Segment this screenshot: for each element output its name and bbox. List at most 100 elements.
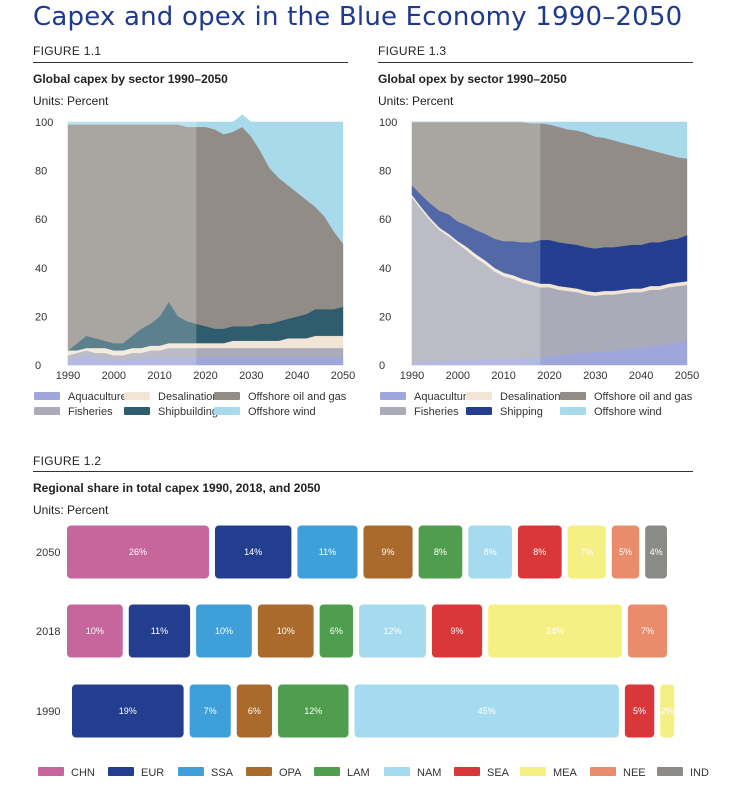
regional-bar-2050-sea [517,525,562,579]
opex-legend-swatch [560,392,586,400]
regional-bar-label: 6% [248,706,261,716]
figure-1-1-units: Units: Percent [33,94,109,108]
regional-bar-2018-eur [128,604,191,658]
region-legend-ssa: SSA [211,767,234,779]
region-legend-sea: SEA [487,767,510,779]
opex-y-tick-label: 100 [379,117,397,129]
capex-x-tick-label: 2040 [285,370,309,382]
figure-1-2-units: Units: Percent [33,503,109,517]
figure-1-2-title: Regional share in total capex 1990, 2018… [33,481,321,495]
capex-x-tick-label: 2010 [147,370,171,382]
regional-bar-label: 7% [580,547,593,557]
regional-bar-1990-mea [660,684,675,738]
figure-1-3-title: Global opex by sector 1990–2050 [378,72,567,86]
regional-bar-2050-opa [363,525,413,579]
capex-legend-offshore-oil-and-gas: Offshore oil and gas [248,391,347,403]
opex-y-tick-label: 40 [379,263,391,275]
regional-year-label: 1990 [36,706,60,718]
regional-bar-label: 8% [434,547,447,557]
opex-x-tick-label: 2020 [537,370,561,382]
regional-year-label: 2018 [36,626,60,638]
opex-legend-swatch [560,407,586,415]
figure-1-1-label: FIGURE 1.1 [33,44,102,58]
regional-bar-1990-nam [354,684,619,738]
capex-legend-swatch [124,392,150,400]
regional-bar-2050-chn [67,525,209,579]
opex-x-tick-label: 2000 [446,370,470,382]
region-legend-opa: OPA [279,767,302,779]
regional-bar-label: 5% [619,547,632,557]
capex-x-tick-label: 2020 [193,370,217,382]
opex-legend-swatch [466,392,492,400]
regional-bar-2018-ssa [196,604,252,658]
regional-bar-2018-mea [488,604,622,658]
regional-bar-2050-nam [468,525,512,579]
figure-1-2-label: FIGURE 1.2 [33,454,102,468]
opex-legend-offshore-wind: Offshore wind [594,406,662,418]
figure-1-3-rule [378,62,693,63]
opex-legend-fisheries: Fisheries [414,406,459,418]
capex-y-tick-label: 100 [35,117,53,129]
figure-1-3-label: FIGURE 1.3 [378,44,447,58]
regional-bar-2050-lam [418,525,463,579]
figure-1-1-title: Global capex by sector 1990–2050 [33,72,228,86]
capex-x-tick-label: 2030 [239,370,263,382]
opex-x-tick-label: 2030 [583,370,607,382]
capex-legend-swatch [124,407,150,415]
region-legend-swatch [178,767,204,776]
regional-bar-2018-sea [431,604,483,658]
opex-legend-shipping: Shipping [500,406,543,418]
opex-y-tick-label: 80 [379,166,391,178]
regional-bar-1990-opa [236,684,272,738]
region-legend-swatch [520,767,546,776]
regional-bar-2018-nee [627,604,667,658]
regional-bar-label: 14% [244,547,262,557]
regional-bar-label: 9% [382,547,395,557]
regional-bar-1990-lam [278,684,349,738]
capex-legend-shipbuilding: Shipbuilding [158,406,218,418]
region-legend-eur: EUR [141,767,164,779]
regional-bar-label: 12% [384,626,402,636]
regional-bar-2018-nam [359,604,426,658]
capex-legend-aquaculture: Aquaculture [68,391,127,403]
capex-x-tick-label: 2050 [331,370,355,382]
regional-bar-label: 4% [650,547,663,557]
regional-bar-2018-lam [319,604,354,658]
region-legend-swatch [657,767,683,776]
region-legend-swatch [454,767,480,776]
opex-y-tick-label: 60 [379,214,391,226]
page-title: Capex and opex in the Blue Economy 1990–… [33,2,683,32]
region-legend-swatch [38,767,64,776]
capex-legend-swatch [214,407,240,415]
regional-bar-label: 2% [661,706,674,716]
regional-bar-1990-ssa [189,684,231,738]
capex-legend-swatch [214,392,240,400]
capex-y-tick-label: 0 [35,360,41,372]
regional-bar-label: 10% [277,626,295,636]
regional-bar-label: 8% [533,547,546,557]
capex-history-overlay [68,122,197,365]
capex-x-tick-label: 2000 [102,370,126,382]
regional-bar-label: 9% [451,626,464,636]
figure-1-1-rule [33,62,348,63]
regional-bar-2050-ind [645,525,667,579]
figure-1-2-rule [33,471,693,472]
regional-bar-1990-sea [624,684,655,738]
region-legend-lam: LAM [347,767,370,779]
opex-x-tick-label: 1990 [400,370,424,382]
regional-bar-label: 45% [478,706,496,716]
region-legend-nam: NAM [417,767,441,779]
regional-bar-label: 7% [204,706,217,716]
opex-area-offshore-wind [412,121,688,159]
regional-bar-label: 5% [633,706,646,716]
capex-legend-fisheries: Fisheries [68,406,113,418]
region-legend-swatch [108,767,134,776]
regional-bar-label: 11% [319,547,336,557]
capex-area-offshore-wind [67,114,344,245]
regional-year-label: 2050 [36,547,60,559]
regional-bar-label: 11% [151,626,168,636]
region-legend-swatch [384,767,410,776]
